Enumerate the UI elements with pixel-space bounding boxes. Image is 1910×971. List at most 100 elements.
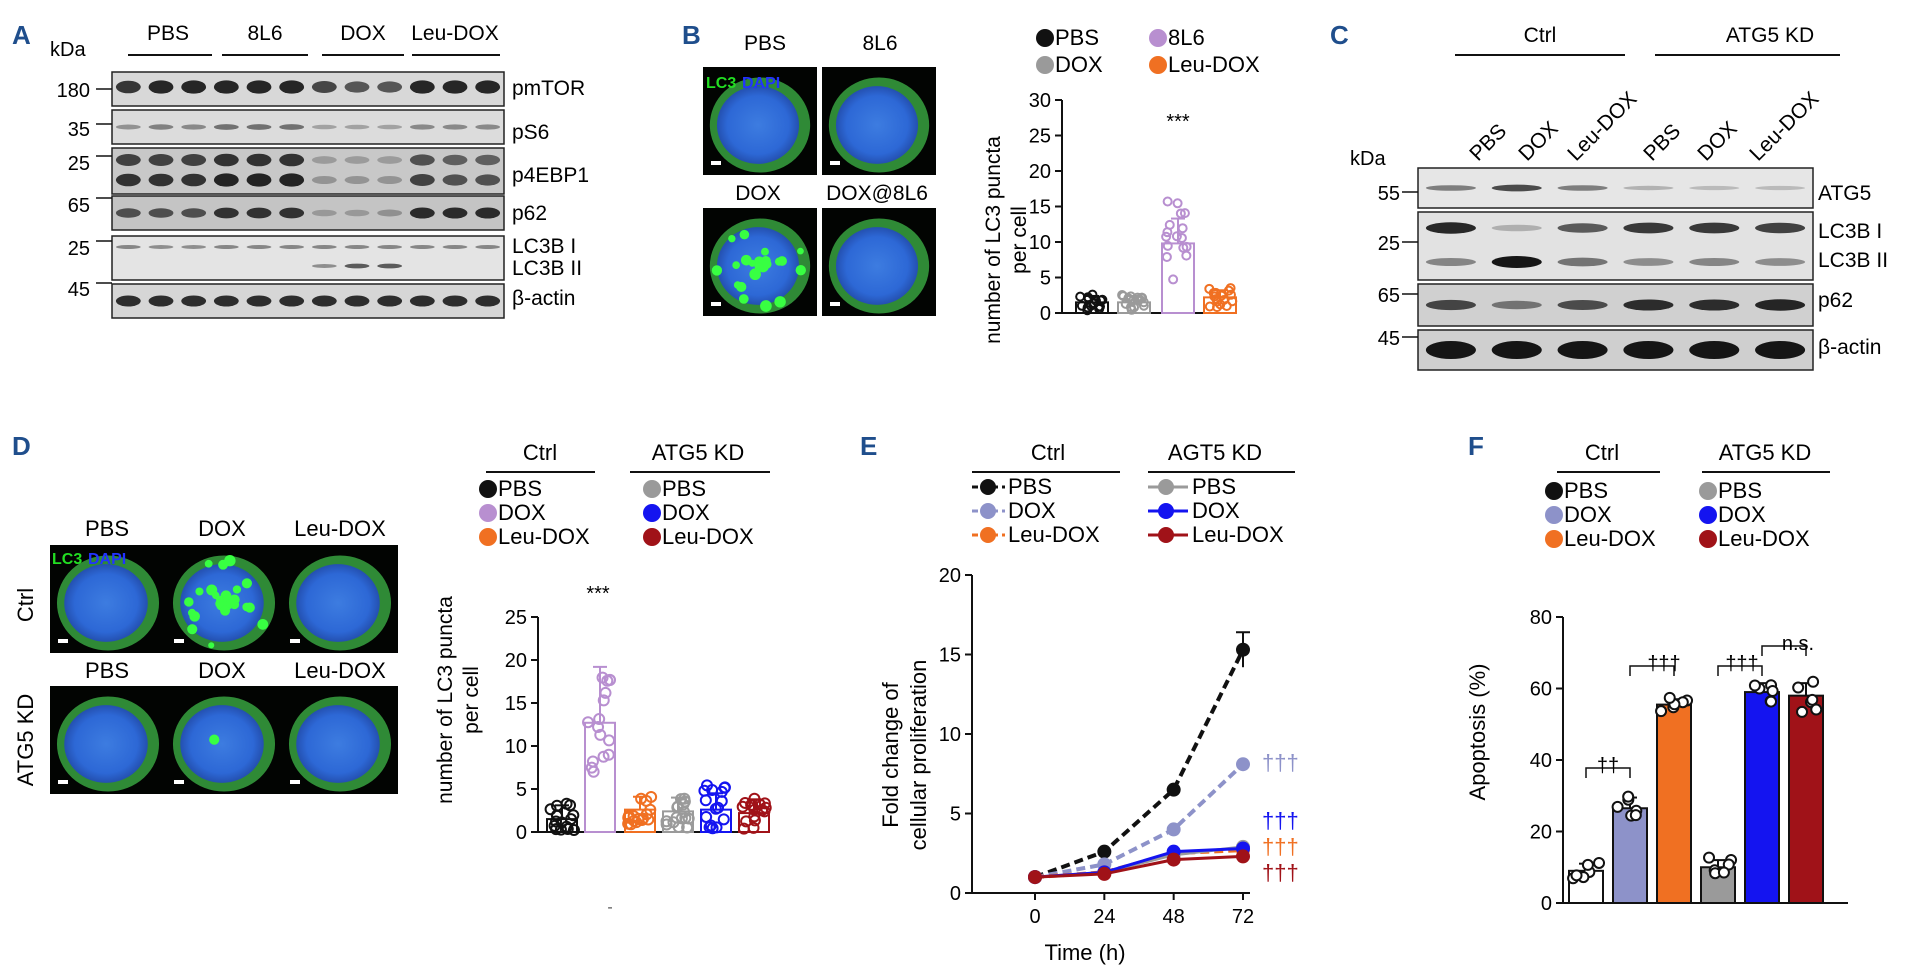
panel-a-strip-4-band	[279, 244, 305, 250]
panel-a: A kDa PBS 8L6 DOX Leu-DOX 180 35 25 65 2…	[12, 20, 589, 319]
panel-d-dot-5	[758, 797, 771, 810]
panel-d-col-pbs-top: PBS	[85, 516, 129, 541]
panel-a-mw-25a: 25	[68, 153, 90, 175]
panel-d-legend-kd-1-label: DOX	[662, 500, 710, 525]
panel-c-strip-3-frame	[1417, 329, 1814, 371]
panel-c-strip-1-band	[1425, 222, 1476, 234]
panel-d-dot-0	[567, 823, 580, 836]
panel-a-group-8l6: 8L6	[247, 22, 282, 45]
panel-c-band-lc3bii: LC3B II	[1818, 249, 1888, 272]
panel-a-strip-4-band	[148, 245, 174, 249]
panel-c-lane-pbs-2: PBS	[1639, 120, 1685, 166]
panel-d-ylabel-1: number of LC3 puncta	[434, 596, 457, 804]
panel-a-strip-4-band	[115, 244, 141, 250]
panel-a-strip-5-band	[115, 295, 141, 307]
panel-a-strip-4-band	[377, 263, 403, 269]
panel-b-dot-2	[1161, 251, 1172, 262]
panel-a-strip-2-band	[409, 174, 435, 186]
panel-a-strip-1-band	[344, 124, 370, 130]
panel-b-letter: B	[682, 20, 701, 50]
panel-b-dot-0	[1082, 305, 1093, 316]
panel-b-cell-dox-puncta	[739, 229, 750, 240]
panel-c-mw-65: 65	[1378, 285, 1400, 307]
panel-b-cell-dox8l6-scale-bar	[830, 302, 840, 306]
panel-f-ytick-label: 60	[1530, 679, 1552, 701]
panel-e-line-1	[1034, 762, 1245, 880]
panel-f-sig-bracket-1	[1629, 665, 1675, 676]
panel-c-lane-dox-1: DOX	[1514, 117, 1562, 165]
panel-f-dot-5	[1810, 703, 1823, 716]
panel-a-strip-4-band	[475, 244, 501, 250]
panel-e: E Ctrl AGT5 KD PBSDOXLeu-DOXPBSDOXLeu-DO…	[860, 431, 1299, 965]
panel-a-blot	[96, 71, 505, 319]
panel-c-strip-2-band	[1425, 299, 1476, 311]
panel-c-strip-2-frame	[1417, 283, 1814, 327]
panel-a-strip-3-band	[475, 207, 501, 219]
panel-d-dot-1	[587, 765, 600, 778]
panel-d-dot-2	[644, 803, 657, 816]
panel-a-strip-2-band	[377, 156, 403, 164]
panel-d-cell-ctrl-dox-puncta	[241, 578, 253, 589]
panel-a-mw-180: 180	[57, 80, 90, 102]
panel-c-strip-1-band	[1425, 257, 1476, 267]
panel-a-letter: A	[12, 20, 31, 50]
panel-d-dot-0	[551, 799, 564, 812]
panel-e-ylabel-1: Fold change of	[878, 681, 903, 827]
panel-a-strip-5-band	[409, 295, 435, 307]
panel-c-strip-2-band	[1557, 300, 1608, 310]
panel-d-cell-ctrl-dox-puncta	[195, 587, 204, 596]
panel-d-col-leudox-top: Leu-DOX	[294, 516, 386, 541]
panel-a-strip-1-band	[377, 124, 403, 130]
panel-a-strip-5-band	[344, 295, 370, 307]
panel-c-blot	[1402, 167, 1814, 371]
panel-a-strip-1-band	[442, 124, 468, 130]
panel-f-legend-ctrl-0-marker	[1545, 482, 1563, 500]
panel-f-dot-2	[1663, 691, 1676, 704]
panel-a-strip-2-band	[475, 154, 501, 166]
panel-f-bar-5	[1788, 694, 1824, 905]
panel-a-band-pmtor: pmTOR	[512, 77, 585, 100]
panel-c-strip-3-band	[1491, 341, 1542, 359]
panel-d-legend-ctrl-1-label: DOX	[498, 500, 546, 525]
panel-b-cell-dox-puncta	[738, 294, 749, 304]
panel-f-legend-ctrl-0-label: PBS	[1564, 478, 1608, 503]
panel-b-dot-2	[1162, 196, 1173, 207]
panel-f-legend-kd-1-marker	[1699, 506, 1717, 524]
panel-a-strip-4-band	[246, 244, 272, 250]
panel-f-dot-3	[1703, 851, 1716, 864]
panel-a-strip-2-band	[279, 173, 305, 187]
panel-f-dot-5	[1807, 675, 1820, 688]
panel-e-legend-ctrl-marker-2	[980, 527, 996, 543]
panel-f-group-kd: ATG5 KD	[1719, 440, 1812, 465]
panel-b-dot-2	[1177, 223, 1188, 234]
panel-a-strip-0-band	[344, 81, 370, 93]
panel-d-dot-3	[672, 821, 685, 834]
panel-c-strip-3-band	[1557, 341, 1608, 359]
panel-d-legend-ctrl-2-label: Leu-DOX	[498, 524, 590, 549]
panel-a-kda-label: kDa	[50, 39, 86, 61]
panel-d-col-dox-bottom: DOX	[198, 658, 246, 683]
panel-b-img-label-dox: DOX	[735, 182, 781, 205]
panel-b-ytick-label: 0	[1040, 303, 1051, 325]
panel-e-xtick-label: 72	[1232, 906, 1254, 928]
panel-d-dot-4	[706, 784, 719, 797]
panel-b-dot-0	[1075, 291, 1086, 302]
panel-d-stain-dapi: DAPI	[88, 551, 126, 568]
panel-d-dot-1	[603, 673, 616, 686]
panel-d-letter: D	[12, 431, 31, 461]
panel-e-dagger-0: †††	[1262, 750, 1299, 775]
panel-b-micrographs	[703, 67, 936, 316]
panel-a-strip-1-band	[181, 124, 207, 130]
panel-b-legend-8l6-label: 8L6	[1168, 25, 1205, 50]
panel-a-strip-0-band	[279, 80, 305, 94]
panel-c-band-lc3bi: LC3B I	[1818, 220, 1882, 243]
panel-a-strip-1-band	[409, 124, 435, 130]
panel-d-micrographs	[50, 545, 398, 794]
panel-d-dot-3	[671, 800, 684, 813]
panel-a-strip-2-frame	[111, 147, 505, 195]
panel-c-strip-1-band	[1623, 258, 1674, 266]
panel-d-row-kd: ATG5 KD	[13, 694, 38, 787]
panel-e-point-0	[1097, 844, 1112, 859]
panel-a-strip-2-band	[475, 174, 501, 186]
panel-e-legend-ctrl-marker-0	[980, 479, 996, 495]
